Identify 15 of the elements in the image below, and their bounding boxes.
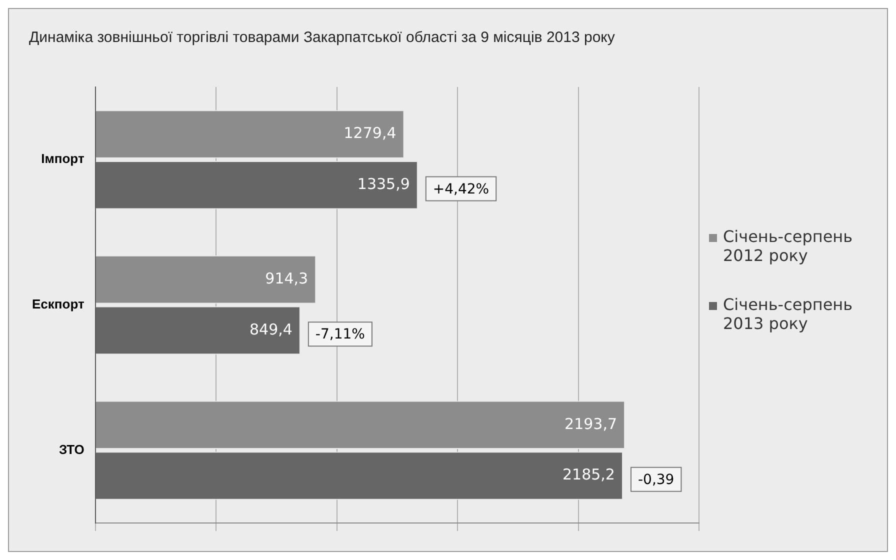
data-label: 2185,2: [562, 466, 615, 484]
legend-label: Січень-серпень 2013 року: [723, 295, 854, 333]
data-label: 849,4: [249, 320, 292, 338]
annotation: +4,42%: [432, 181, 490, 198]
data-label: 2193,7: [564, 414, 618, 433]
y-tick-label: Ескпорт: [32, 296, 84, 312]
chart-title: Динаміка зовнішньої торгівлі товарами Закарпатської області за 9 місяців 2013 року: [29, 29, 616, 46]
data-label: 1279,4: [344, 124, 396, 142]
data-label: 914,3: [265, 269, 308, 288]
y-tick-label: ЗТО: [58, 442, 84, 457]
y-tick-label: Імпорт: [41, 151, 84, 166]
annotation: -7,11%: [315, 326, 365, 343]
annotation: -0,39: [638, 472, 674, 488]
legend-label: Січень-серпень 2012 року: [723, 227, 854, 265]
data-label: 1335,9: [357, 174, 410, 193]
